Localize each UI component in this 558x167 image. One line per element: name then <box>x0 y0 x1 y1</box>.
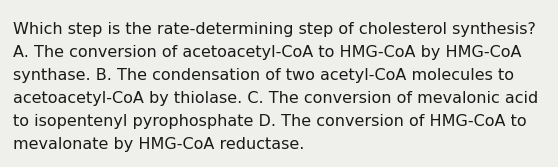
Text: to isopentenyl pyrophosphate D. The conversion of HMG-CoA to: to isopentenyl pyrophosphate D. The conv… <box>13 114 527 129</box>
Text: acetoacetyl-CoA by thiolase. C. The conversion of mevalonic acid: acetoacetyl-CoA by thiolase. C. The conv… <box>13 91 538 106</box>
Text: A. The conversion of acetoacetyl-CoA to HMG-CoA by HMG-CoA: A. The conversion of acetoacetyl-CoA to … <box>13 45 522 60</box>
Text: mevalonate by HMG-CoA reductase.: mevalonate by HMG-CoA reductase. <box>13 137 304 152</box>
Text: synthase. B. The condensation of two acetyl-CoA molecules to: synthase. B. The condensation of two ace… <box>13 68 514 83</box>
Text: Which step is the rate-determining step of cholesterol synthesis?: Which step is the rate-determining step … <box>13 22 536 37</box>
